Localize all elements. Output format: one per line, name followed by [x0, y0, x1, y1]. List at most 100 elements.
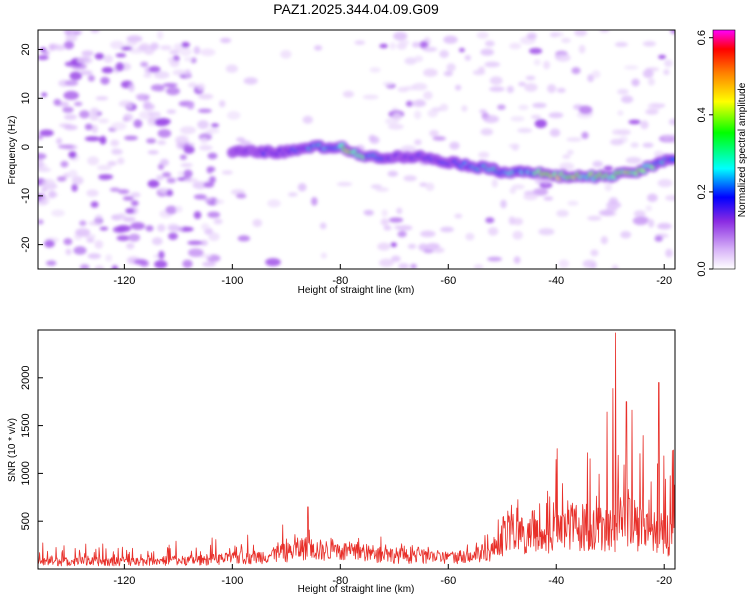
heatmap-noise-blob — [509, 187, 516, 194]
heatmap-noise-blob — [48, 43, 56, 51]
heatmap-noise-blob — [623, 65, 639, 70]
heatmap-x-axis-label: Height of straight line (km) — [298, 285, 415, 296]
snr-y-tick-label: 500 — [20, 512, 32, 530]
heatmap-y-tick-label: 20 — [20, 43, 32, 55]
heatmap-noise-blob — [489, 76, 503, 85]
heatmap-noise-blob — [143, 103, 155, 111]
heatmap-noise-blob — [90, 107, 100, 116]
snr-plot-area — [38, 330, 675, 569]
heatmap-noise-blob — [543, 196, 554, 201]
heatmap-noise-blob — [382, 81, 394, 87]
heatmap-noise-blob — [647, 102, 663, 111]
heatmap-noise-blob — [90, 30, 100, 33]
heatmap-noise-blob — [115, 53, 127, 58]
heatmap-noise-blob — [128, 83, 135, 92]
heatmap-noise-blob — [267, 199, 281, 208]
heatmap-noise-blob — [642, 142, 654, 148]
heatmap-noise-blob — [179, 126, 196, 135]
heatmap-noise-blob — [480, 128, 494, 136]
heatmap-noise-blob — [64, 80, 79, 86]
heatmap-noise-blob — [379, 43, 389, 49]
heatmap-y-tick-label: -20 — [20, 237, 32, 253]
heatmap-noise-blob — [110, 122, 127, 131]
heatmap-noise-blob — [449, 141, 460, 150]
heatmap-noise-blob — [411, 82, 428, 91]
heatmap-noise-blob — [548, 112, 564, 119]
heatmap-noise-blob — [207, 211, 221, 218]
heatmap-noise-blob — [578, 44, 586, 54]
heatmap-noise-blob — [513, 256, 521, 264]
heatmap-noise-blob — [143, 73, 152, 78]
heatmap-noise-blob — [128, 233, 141, 242]
heatmap-noise-blob — [199, 145, 213, 151]
heatmap-noise-blob — [539, 181, 553, 189]
heatmap-noise-blob — [429, 129, 439, 137]
heatmap-noise-blob — [393, 31, 408, 41]
heatmap-noise-blob — [38, 219, 44, 225]
heatmap-noise-blob — [397, 86, 409, 93]
heatmap-noise-blob — [411, 99, 427, 108]
heatmap-noise-blob — [319, 222, 327, 230]
heatmap-noise-blob — [103, 54, 114, 64]
heatmap-noise-blob — [418, 243, 429, 252]
heatmap-noise-blob — [176, 141, 184, 150]
heatmap-noise-blob — [526, 32, 537, 40]
heatmap-marks — [38, 30, 675, 269]
heatmap-noise-blob — [147, 179, 160, 188]
heatmap-noise-blob — [133, 259, 148, 265]
heatmap-noise-blob — [110, 139, 120, 147]
heatmap-noise-blob — [100, 76, 110, 85]
heatmap-noise-blob — [587, 215, 602, 221]
heatmap-noise-blob — [398, 263, 410, 269]
heatmap-x-tick-label: -100 — [221, 275, 243, 287]
heatmap-noise-blob — [566, 149, 574, 155]
heatmap-noise-blob — [63, 41, 75, 50]
heatmap-noise-blob — [88, 220, 103, 226]
heatmap-noise-blob — [547, 84, 557, 94]
heatmap-noise-blob — [236, 137, 246, 142]
heatmap-noise-blob — [84, 136, 101, 142]
heatmap-noise-blob — [512, 217, 524, 226]
heatmap-noise-blob — [99, 226, 109, 231]
heatmap-noise-blob — [582, 259, 597, 268]
heatmap-noise-blob — [45, 260, 57, 266]
heatmap-noise-blob — [647, 77, 655, 86]
heatmap-noise-blob — [53, 44, 66, 51]
heatmap-noise-blob — [645, 205, 653, 212]
heatmap-noise-blob — [664, 59, 673, 68]
heatmap-noise-blob — [147, 116, 157, 125]
heatmap-noise-blob — [397, 230, 407, 238]
colorbar-tick-label: 0.6 — [696, 30, 708, 45]
heatmap-noise-blob — [422, 46, 438, 52]
heatmap-noise-blob — [198, 93, 214, 100]
heatmap-noise-blob — [60, 160, 69, 168]
heatmap-noise-blob — [130, 222, 145, 230]
colorbar: 0.0 0.2 0.4 0.6 Normalized spectral amplitu… — [696, 29, 748, 277]
snr-panel: -120 -100 -80 -60 -40 -20 500 1000 1500 2000 Hei… — [7, 329, 676, 595]
heatmap-noise-blob — [94, 214, 103, 221]
heatmap-noise-blob — [87, 75, 95, 82]
heatmap-noise-blob — [423, 68, 438, 77]
heatmap-noise-blob — [538, 228, 555, 236]
heatmap-noise-blob — [206, 166, 216, 172]
heatmap-noise-blob — [606, 201, 622, 209]
heatmap-noise-blob — [150, 84, 165, 92]
heatmap-noise-blob — [464, 54, 471, 61]
snr-x-tick-label: -40 — [548, 575, 564, 587]
heatmap-noise-blob — [79, 70, 93, 76]
heatmap-noise-blob — [388, 123, 404, 130]
heatmap-noise-blob — [506, 85, 514, 94]
heatmap-noise-blob — [403, 175, 417, 182]
heatmap-noise-blob — [155, 118, 171, 125]
heatmap-noise-blob — [117, 189, 130, 195]
heatmap-noise-blob — [157, 224, 166, 232]
heatmap-noise-blob — [71, 183, 78, 192]
heatmap-noise-blob — [172, 69, 187, 76]
heatmap-noise-blob — [640, 120, 649, 130]
heatmap-noise-blob — [211, 123, 219, 128]
heatmap-noise-blob — [98, 174, 114, 180]
heatmap-noise-blob — [534, 119, 547, 129]
heatmap-noise-blob — [193, 46, 201, 55]
heatmap-noise-blob — [203, 197, 213, 203]
heatmap-noise-blob — [600, 236, 608, 245]
